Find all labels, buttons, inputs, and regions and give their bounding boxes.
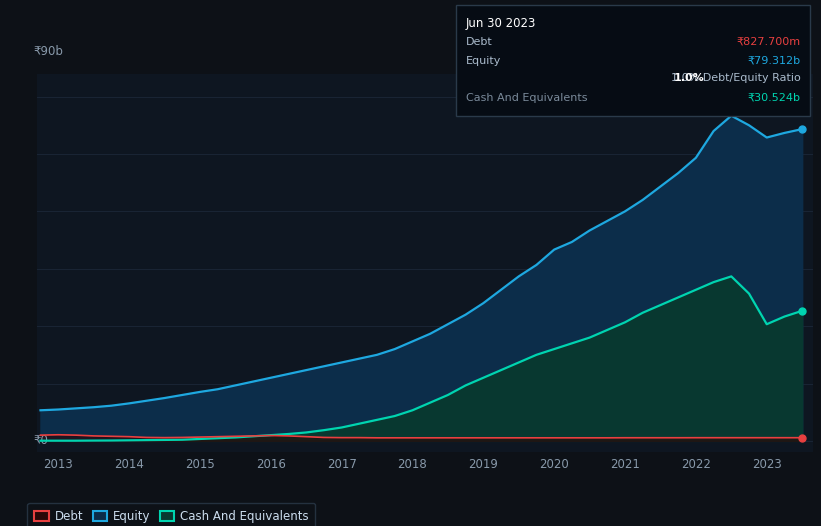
Legend: Debt, Equity, Cash And Equivalents: Debt, Equity, Cash And Equivalents <box>27 503 315 526</box>
Text: 1.0%: 1.0% <box>673 73 704 83</box>
Text: Jun 30 2023: Jun 30 2023 <box>466 17 536 30</box>
Text: Cash And Equivalents: Cash And Equivalents <box>466 93 587 103</box>
Text: ₹0: ₹0 <box>33 434 48 448</box>
Text: ₹90b: ₹90b <box>33 45 63 58</box>
Text: Equity: Equity <box>466 56 501 66</box>
Text: ₹79.312b: ₹79.312b <box>747 56 800 66</box>
Text: ₹30.524b: ₹30.524b <box>747 93 800 103</box>
Text: 1.0% Debt/Equity Ratio: 1.0% Debt/Equity Ratio <box>671 73 800 83</box>
Text: ₹827.700m: ₹827.700m <box>736 37 800 47</box>
Text: Debt: Debt <box>466 37 493 47</box>
